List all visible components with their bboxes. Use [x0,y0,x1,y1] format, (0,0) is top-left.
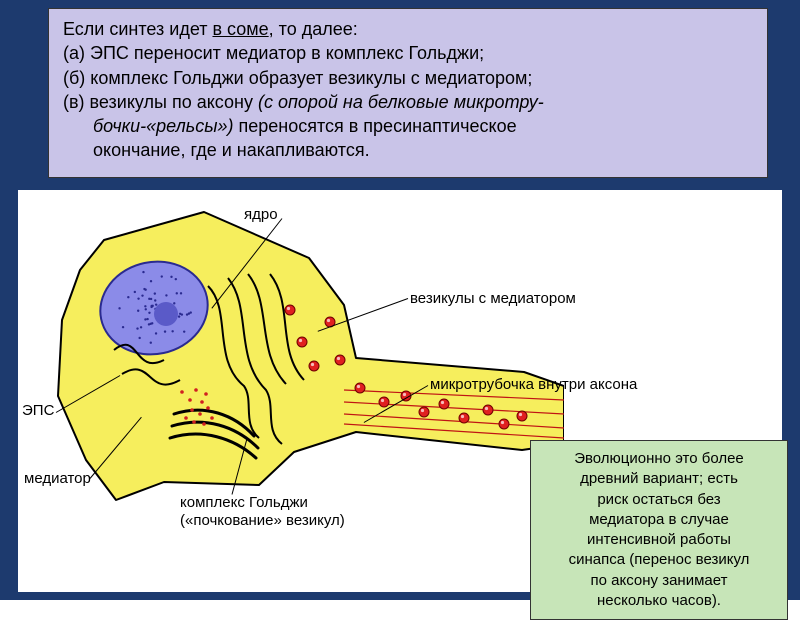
s4: медиатора в случае [545,510,773,530]
s1: Эволюционно это более [545,449,773,469]
t4i: (с опорой на белковые микротру- [258,92,544,112]
t4a: (в) везикулы по аксону [63,92,258,112]
label-golgi-1: комплекс Гольджи [180,494,308,511]
top-text-box: Если синтез идет в соме, то далее: (а) Э… [48,8,768,178]
t1b: , то далее: [269,19,358,39]
side-note-box: Эволюционно это более древний вариант; е… [530,440,788,620]
top-line-2: (а) ЭПС переносит медиатор в комплекс Го… [63,41,753,65]
s2: древний вариант; есть [545,469,773,489]
top-line-5: бочки-«рельсы») переносятся в пресинапти… [63,114,753,138]
t5b: переносятся в пресинаптическое [238,116,516,136]
label-eps: ЭПС [22,402,54,419]
label-vesicles: везикулы с медиатором [410,290,576,307]
label-mediator: медиатор [24,470,91,487]
s7: по аксону занимает [545,571,773,591]
top-line-3: (б) комплекс Гольджи образует везикулы с… [63,66,753,90]
top-line-6: окончание, где и накапливаются. [63,138,753,162]
s3: риск остаться без [545,490,773,510]
top-line-1: Если синтез идет в соме, то далее: [63,17,753,41]
s5: интенсивной работы [545,530,773,550]
label-nucleus: ядро [244,206,278,223]
t1a: Если синтез идет [63,19,212,39]
s8: несколько часов). [545,591,773,611]
label-microtubule: микротрубочка внутри аксона [430,376,637,393]
neuron-diagram [44,200,564,520]
s6: синапса (перенос везикул [545,550,773,570]
t1u: в соме [212,19,268,39]
label-golgi-2: («почкование» везикул) [180,512,345,529]
top-line-4: (в) везикулы по аксону (с опорой на белк… [63,90,753,114]
t5i: бочки-«рельсы») [63,116,238,136]
